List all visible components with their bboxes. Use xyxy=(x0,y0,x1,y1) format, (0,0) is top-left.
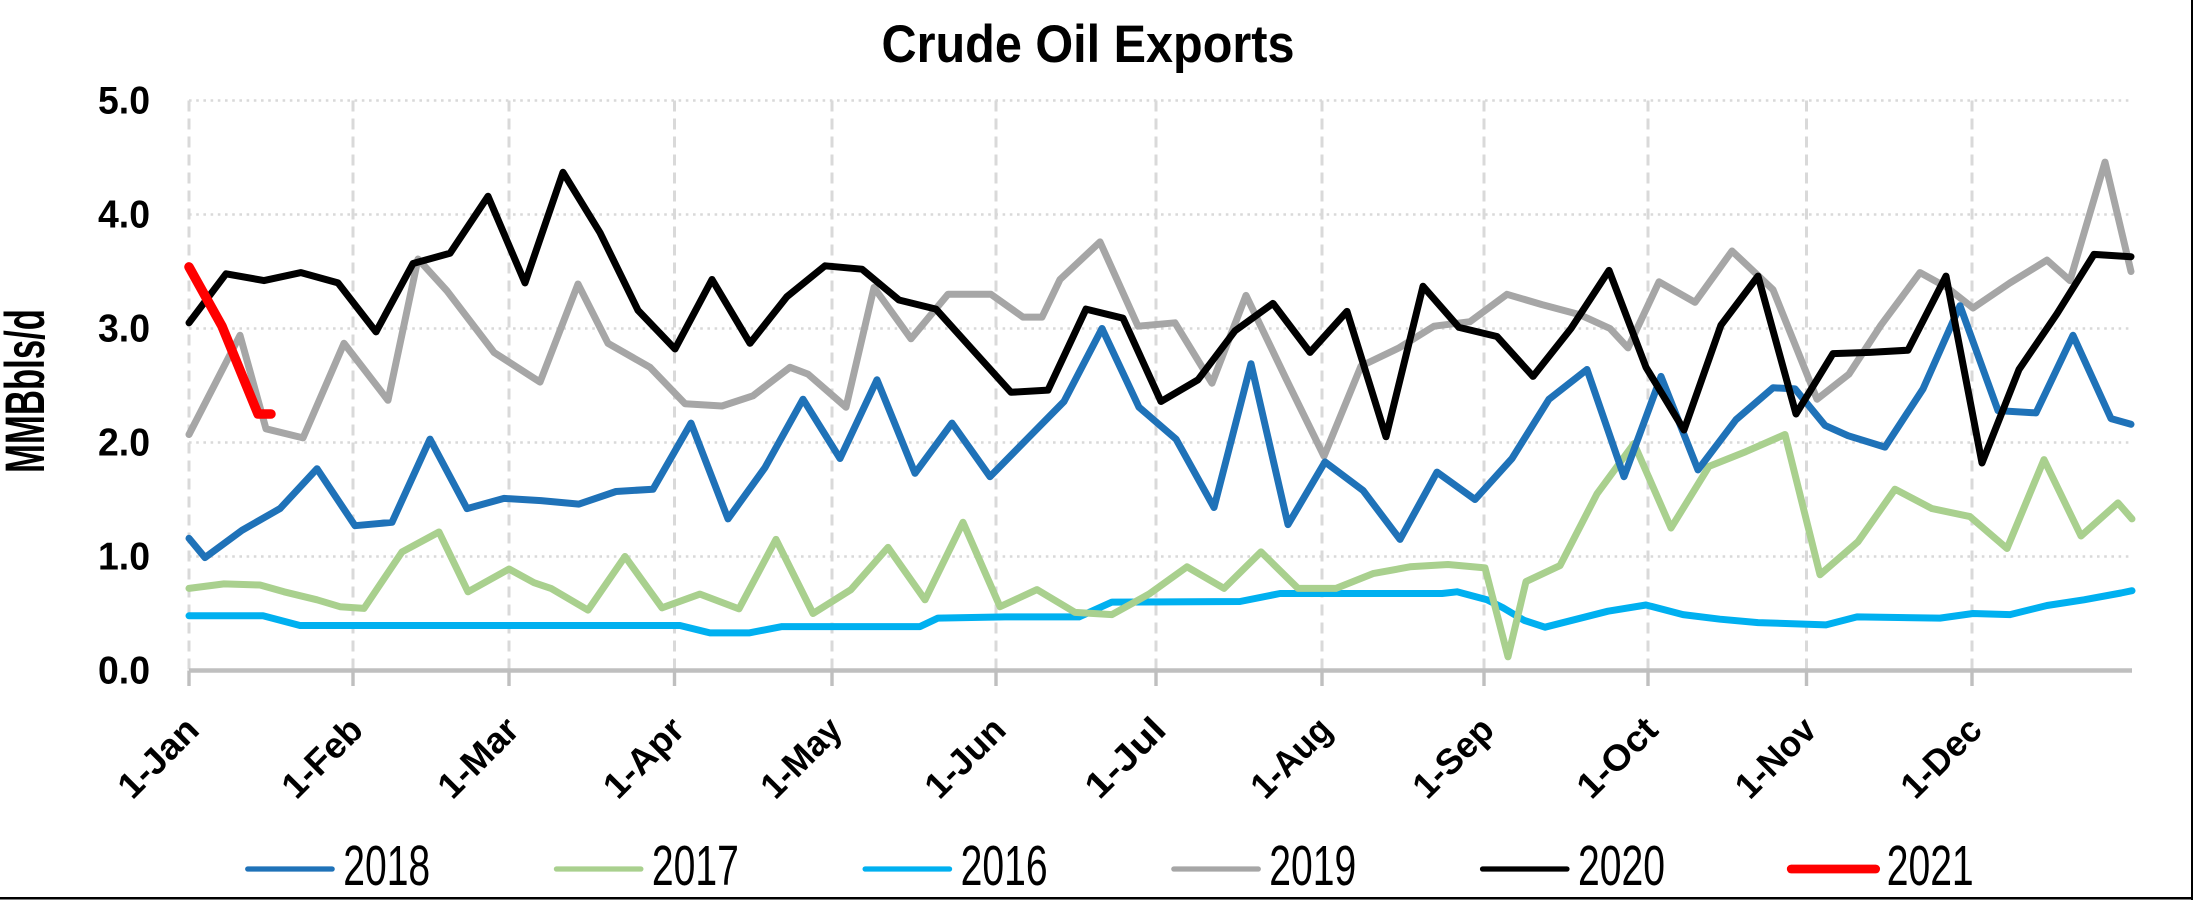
svg-text:2019: 2019 xyxy=(1269,834,1356,898)
svg-text:5.0: 5.0 xyxy=(98,80,150,123)
svg-text:1.0: 1.0 xyxy=(98,536,150,579)
svg-text:3.0: 3.0 xyxy=(98,308,150,351)
svg-text:2016: 2016 xyxy=(961,834,1048,898)
svg-text:4.0: 4.0 xyxy=(98,194,150,237)
svg-text:2021: 2021 xyxy=(1887,834,1974,898)
svg-text:2018: 2018 xyxy=(343,834,430,898)
svg-text:2020: 2020 xyxy=(1578,834,1665,898)
svg-text:MMBbls/d: MMBbls/d xyxy=(0,309,56,473)
svg-text:2017: 2017 xyxy=(652,834,739,898)
svg-text:0.0: 0.0 xyxy=(98,650,150,693)
svg-text:Crude Oil Exports: Crude Oil Exports xyxy=(882,15,1295,74)
svg-text:2.0: 2.0 xyxy=(98,422,150,465)
